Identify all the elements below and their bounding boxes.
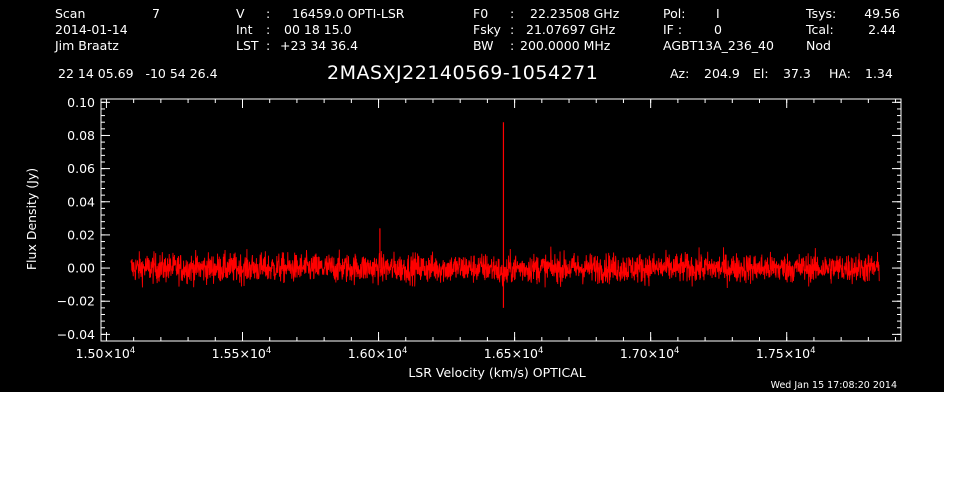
x-tick-label: 1.70×104 <box>620 346 680 361</box>
y-tick-label: 0.08 <box>67 128 95 143</box>
y-tick-label: 0.10 <box>67 95 95 110</box>
y-tick-label: 0.02 <box>67 227 95 242</box>
scan-label: Scan <box>55 6 85 21</box>
int-sep: : <box>266 22 270 37</box>
az-value: 204.9 <box>704 66 740 81</box>
velocity-label: V <box>236 6 245 21</box>
y-tick-label: −0.04 <box>57 327 95 342</box>
y-tick-label: 0.00 <box>67 261 95 276</box>
x-tick-label: 1.65×104 <box>484 346 544 361</box>
x-axis-label: LSR Velocity (km/s) OPTICAL <box>408 365 585 380</box>
f0-sep: : <box>510 6 514 21</box>
y-tick-label: 0.04 <box>67 194 95 209</box>
az-label: Az: <box>670 66 689 81</box>
y-tick-label: 0.06 <box>67 161 95 176</box>
observer-text: Jim Braatz <box>54 38 119 53</box>
el-value: 37.3 <box>783 66 811 81</box>
date-text: 2014-01-14 <box>55 22 128 37</box>
x-tick-label: 1.60×104 <box>348 346 408 361</box>
pol-value: I <box>716 6 720 21</box>
x-tick-label: 1.75×104 <box>756 346 816 361</box>
y-axis-label: Flux Density (Jy) <box>24 168 39 270</box>
bw-value: 200.0000 MHz <box>520 38 611 53</box>
tcal-label: Tcal: <box>805 22 834 37</box>
fsky-value: 21.07697 GHz <box>526 22 616 37</box>
bw-sep: : <box>510 38 514 53</box>
el-label: El: <box>753 66 769 81</box>
spectrum-trace <box>130 246 880 288</box>
x-ticks: 1.50×104 1.55×104 1.60×104 1.65×104 1.70×104… <box>76 99 897 361</box>
project-text: AGBT13A_236_40 <box>663 38 774 53</box>
x-tick-label: 1.55×104 <box>212 346 272 361</box>
velocity-value: 16459.0 OPTI-LSR <box>292 6 405 21</box>
y-ticks: −0.04 −0.02 0.00 0.02 0.04 0.06 0.08 0.10 <box>57 95 901 342</box>
lst-label: LST <box>236 38 259 53</box>
if-value: 0 <box>714 22 722 37</box>
ha-value: 1.34 <box>865 66 893 81</box>
plot-frame <box>100 98 902 342</box>
if-label: IF : <box>663 22 682 37</box>
x-tick-label: 1.50×104 <box>76 346 136 361</box>
source-title: 2MASXJ22140569-1054271 <box>327 62 598 84</box>
coords-text: 22 14 05.69 -10 54 26.4 <box>58 66 218 81</box>
fsky-sep: : <box>510 22 514 37</box>
int-label: Int <box>236 22 253 37</box>
int-value: 00 18 15.0 <box>284 22 352 37</box>
timestamp: Wed Jan 15 17:08:20 2014 <box>771 380 897 391</box>
fsky-label: Fsky <box>473 22 501 37</box>
pol-label: Pol: <box>663 6 685 21</box>
velocity-sep: : <box>266 6 270 21</box>
procedure-text: Nod <box>806 38 831 53</box>
plot-panel <box>0 0 944 392</box>
tcal-value: 2.44 <box>868 22 896 37</box>
scan-value: 7 <box>152 6 160 21</box>
bw-label: BW <box>473 38 494 53</box>
f0-label: F0 <box>473 6 488 21</box>
tsys-value: 49.56 <box>864 6 900 21</box>
lst-value: +23 34 36.4 <box>280 38 358 53</box>
tsys-label: Tsys: <box>805 6 836 21</box>
ha-label: HA: <box>829 66 851 81</box>
f0-value: 22.23508 GHz <box>530 6 620 21</box>
lst-sep: : <box>266 38 270 53</box>
y-tick-label: −0.02 <box>57 294 95 309</box>
spectrum-trace-group <box>130 122 880 308</box>
